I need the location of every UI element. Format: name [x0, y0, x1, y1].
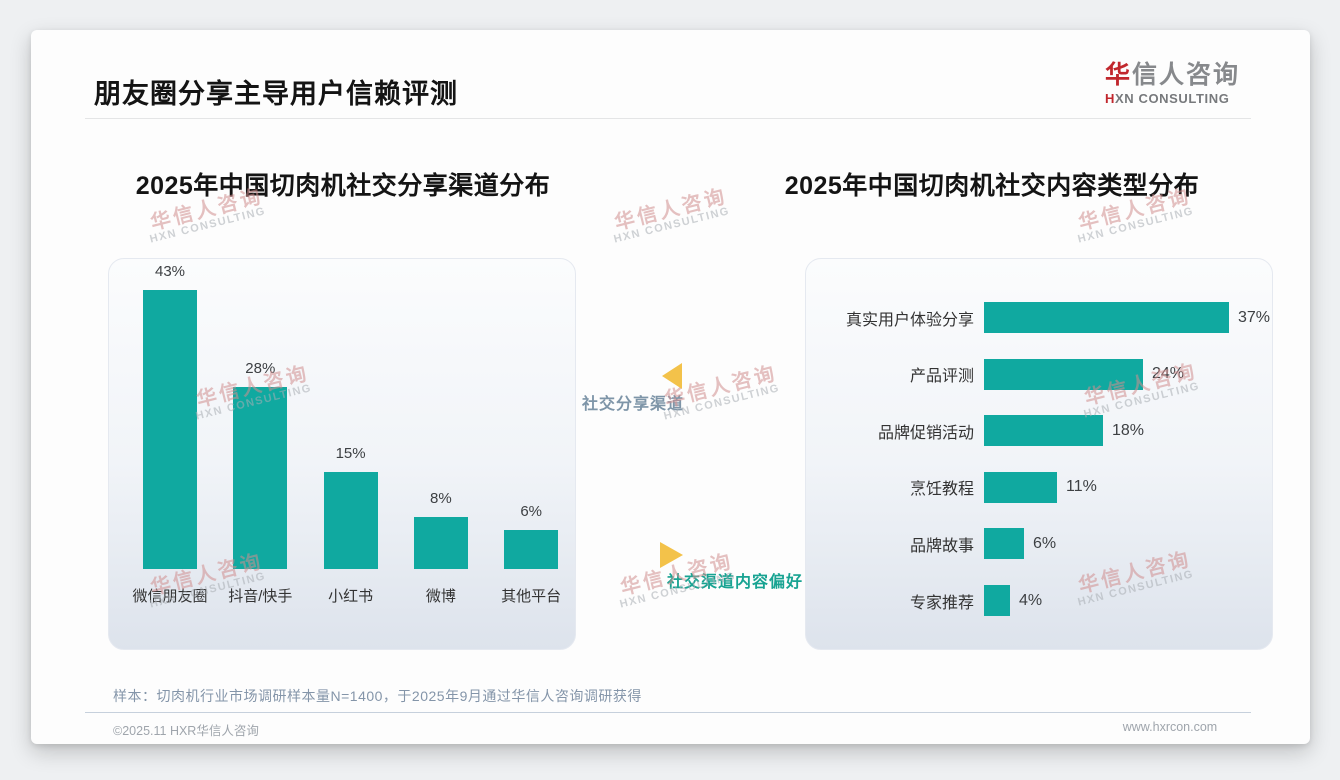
hbar — [984, 302, 1229, 333]
hbar — [984, 471, 1057, 503]
watermark: 华信人咨询 HXN CONSULTING — [611, 180, 732, 245]
content-preference-label: 社交渠道内容偏好 — [667, 574, 804, 591]
bar-value-label: 15% — [335, 445, 366, 462]
bar-category-label: 其他平台 — [501, 588, 562, 605]
bar-category-label: 微博 — [425, 588, 456, 605]
hbar-category-label: 专家推荐 — [909, 594, 974, 612]
share-channel-label: 社交分享渠道 — [582, 396, 685, 413]
copyright-text: ©2025.11 HXR华信人咨询 — [113, 724, 259, 738]
bar-group-2: 15% — [306, 259, 396, 569]
logo-cn-gray: 信人咨询 — [1132, 61, 1241, 89]
page-title: 朋友圈分享主导用户信赖评测 — [94, 79, 458, 109]
sample-note: 样本：切肉机行业市场调研样本量N=1400，于2025年9月通过华信人咨询调研获… — [113, 688, 642, 704]
hbar-row-0: 真实用户体验分享 37% — [806, 302, 1272, 333]
hbar-row-2: 品牌促销活动 18% — [806, 415, 1272, 447]
right-chart-panel: 真实用户体验分享 37% 产品评测 24% 品牌促销活动 18% 烹饪教程 11% 品牌故事 6%… — [805, 258, 1273, 650]
bar-category-label: 小红书 — [328, 588, 374, 605]
logo-en-red: H — [1105, 90, 1115, 106]
hbar-value-label: 37% — [1238, 308, 1271, 326]
hbar — [984, 358, 1143, 390]
bar-value-label: 28% — [245, 360, 276, 377]
header-divider — [85, 118, 1251, 119]
watermark-en-text: HXN CONSULTING — [148, 205, 268, 246]
hbar-value-label: 4% — [1019, 591, 1043, 609]
right-chart-plot: 真实用户体验分享 37% 产品评测 24% 品牌促销活动 18% 烹饪教程 11% 品牌故事 6%… — [806, 259, 1272, 649]
bar-category-label: 微信朋友圈 — [132, 588, 208, 605]
hbar-category-label: 烹饪教程 — [909, 481, 974, 499]
hbar-row-3: 烹饪教程 11% — [806, 471, 1272, 503]
hbar — [984, 415, 1103, 447]
bar — [413, 517, 468, 569]
left-chart-plot: 43% 微信朋友圈 28% 抖音/快手 15% 小红书 8% 微博 6% 其他平台 — [109, 259, 575, 649]
bar-value-label: 43% — [154, 263, 186, 280]
left-chart-title: 2025年中国切肉机社交分享渠道分布 — [135, 172, 551, 200]
arrow-right-icon — [660, 542, 683, 568]
bar — [233, 387, 288, 569]
hbar-category-label: 产品评测 — [909, 368, 974, 386]
hbar-category-label: 真实用户体验分享 — [845, 311, 974, 329]
bar — [323, 472, 378, 569]
hbar-value-label: 6% — [1033, 534, 1057, 552]
hbar — [984, 585, 1010, 616]
company-logo: 华信人咨询 HXN CONSULTING — [1105, 61, 1241, 106]
bar-category-label: 抖音/快手 — [228, 588, 293, 605]
hbar-row-5: 专家推荐 4% — [806, 585, 1272, 616]
logo-cn-text: 华信人咨询 — [1105, 61, 1241, 90]
hbar-value-label: 11% — [1066, 478, 1097, 496]
watermark-cn-text: 华信人咨询 — [612, 185, 730, 235]
arrow-left-icon — [662, 363, 682, 389]
hbar-category-label: 品牌促销活动 — [877, 424, 974, 442]
bar — [504, 530, 559, 569]
footer-divider — [85, 712, 1251, 713]
bar-group-4: 6% — [486, 259, 576, 569]
logo-cn-red: 华 — [1105, 61, 1133, 89]
slide-card: 朋友圈分享主导用户信赖评测 华信人咨询 HXN CONSULTING 2025年… — [31, 30, 1310, 744]
hbar-value-label: 24% — [1152, 365, 1185, 383]
bar-value-label: 8% — [430, 490, 452, 507]
bar-value-label: 6% — [520, 503, 543, 520]
bar-group-1: 28% — [215, 259, 305, 569]
logo-en-text: HXN CONSULTING — [1105, 91, 1240, 106]
website-url: www.hxrcon.com — [1122, 720, 1218, 734]
bar-group-3: 8% — [396, 259, 486, 569]
logo-en-gray: XN CONSULTING — [1115, 90, 1230, 106]
bar — [143, 290, 197, 569]
hbar — [984, 528, 1024, 560]
hbar-value-label: 18% — [1112, 421, 1145, 439]
right-chart-title: 2025年中国切肉机社交内容类型分布 — [784, 172, 1200, 200]
hbar-category-label: 品牌故事 — [909, 537, 974, 555]
watermark-en-text: HXN CONSULTING — [612, 205, 732, 246]
watermark-en-text: HXN CONSULTING — [1076, 205, 1196, 246]
hbar-row-1: 产品评测 24% — [806, 358, 1272, 390]
bar-group-0: 43% — [125, 259, 215, 569]
left-chart-panel: 43% 微信朋友圈 28% 抖音/快手 15% 小红书 8% 微博 6% 其他平台 — [108, 258, 576, 650]
hbar-row-4: 品牌故事 6% — [806, 528, 1272, 560]
